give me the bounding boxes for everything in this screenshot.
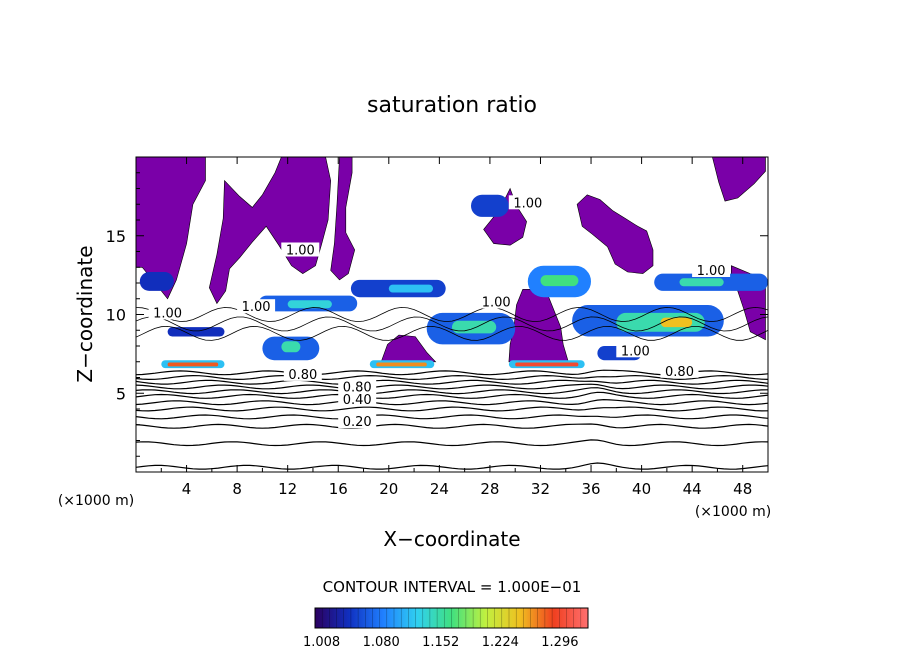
contour-line	[136, 374, 768, 381]
y-axis-label: Z−coordinate	[73, 245, 97, 382]
contour-line	[136, 316, 768, 332]
supersaturated-cell	[167, 362, 219, 367]
contour-label: 1.00	[286, 244, 315, 259]
supersaturated-cell	[540, 275, 579, 287]
contour-label-bg	[338, 392, 377, 407]
subsaturated-region	[576, 194, 654, 274]
colorbar-tick-label: 1.296	[541, 635, 578, 650]
contour-label: 1.00	[482, 296, 511, 311]
chart-title: saturation ratio	[367, 93, 537, 118]
contour-interval-label: CONTOUR INTERVAL = 1.000E−01	[323, 578, 582, 596]
contour-line	[136, 398, 768, 406]
supersaturated-cell	[287, 300, 332, 309]
supersaturated-cell	[471, 194, 509, 217]
x-axis-unit-right: (×1000 m)	[695, 504, 771, 520]
colorbar-divisions	[321, 608, 582, 628]
contour-line	[136, 387, 768, 395]
x-tick-label: 44	[683, 480, 702, 498]
colorbar-gradient	[314, 607, 589, 629]
x-axis-unit-left: (×1000 m)	[58, 493, 134, 509]
x-tick-label: 8	[232, 480, 242, 498]
x-tick-label: 24	[430, 480, 449, 498]
contour-line	[136, 383, 768, 390]
contour-label-bg	[616, 343, 655, 358]
subsaturated-region	[712, 157, 766, 202]
x-tick-label: 48	[733, 480, 752, 498]
contour-label-bg	[283, 366, 322, 381]
contour-label: 0.40	[343, 393, 372, 408]
contour-label: 1.00	[242, 300, 271, 315]
y-tick-label: 10	[106, 306, 126, 325]
x-tick-label: 28	[480, 480, 499, 498]
contour-label: 1.00	[621, 344, 650, 359]
x-tick-label: 4	[182, 480, 192, 498]
contour-label: 0.80	[288, 368, 317, 383]
contour-line	[136, 325, 768, 341]
contour-label-bg	[237, 299, 276, 314]
contour-label: 1.00	[697, 264, 726, 279]
contour-label-bg	[148, 305, 187, 320]
contour-line	[136, 439, 768, 447]
contour-label-bg	[477, 294, 516, 309]
contour-label-bg	[281, 242, 320, 257]
contour-line	[136, 391, 768, 399]
colorbar-tick-label: 1.224	[482, 635, 519, 650]
contour-line	[136, 462, 768, 470]
contour-line	[136, 414, 768, 420]
subsaturated-region	[380, 334, 437, 363]
supersaturated-cell	[452, 320, 497, 334]
supersaturated-cell	[281, 341, 301, 353]
contour-label-bg	[338, 414, 377, 429]
y-tick-label: 15	[106, 227, 126, 246]
supersaturated-cell	[388, 284, 433, 293]
x-axis-label: X−coordinate	[383, 527, 520, 551]
supersaturated-cell	[139, 272, 174, 291]
contour-labels: 0.200.400.800.80 0.801.001.001.001.001.00…	[148, 195, 731, 430]
subsaturated-region	[208, 157, 332, 305]
x-tick-label: 36	[581, 480, 600, 498]
supersaturated-cell	[376, 362, 427, 367]
subsaturated-region	[136, 157, 206, 300]
x-axis-ticks: 4 8 12 16 20 24 28 32 36 40 44 48	[160, 157, 752, 498]
x-tick-label: 40	[632, 480, 651, 498]
contour-lines	[136, 306, 768, 470]
contour-label-bg	[338, 379, 377, 394]
contour-label: 1.00	[513, 196, 542, 211]
contour-label: 0.20	[343, 415, 372, 430]
x-tick-label: 12	[278, 480, 297, 498]
colorbar-tick-labels: 1.008 1.080 1.152 1.224 1.296	[303, 635, 579, 650]
subsaturated-region	[330, 157, 356, 281]
contour-line	[136, 406, 768, 412]
plot-area: 0.200.400.800.80 0.801.001.001.001.001.00…	[136, 157, 768, 472]
colorbar-tick-label: 1.080	[363, 635, 400, 650]
contour-line	[136, 379, 768, 385]
x-tick-label: 32	[531, 480, 550, 498]
y-axis-ticks: 5 10 15	[106, 172, 768, 457]
colorbar: 1.008 1.080 1.152 1.224 1.296	[303, 607, 589, 650]
contour-label: 1.00	[153, 307, 182, 322]
colorbar-tick-label: 1.152	[422, 635, 459, 650]
contour-label: 0.80	[665, 365, 694, 380]
contour-label-bg	[508, 195, 547, 210]
supersaturated-cell	[679, 278, 724, 287]
supersaturated-cell	[167, 327, 225, 337]
contour-label-bg	[692, 263, 731, 277]
contour-line	[136, 423, 768, 429]
contour-label: 0.80	[343, 381, 372, 396]
contour-label-bg	[660, 363, 699, 378]
x-tick-label: 16	[329, 480, 348, 498]
supersaturated-cell	[660, 317, 693, 328]
y-tick-label: 5	[116, 384, 126, 403]
supersaturated-cell	[515, 362, 579, 367]
colorbar-tick-label: 1.008	[303, 635, 340, 650]
x-tick-label: 20	[379, 480, 398, 498]
